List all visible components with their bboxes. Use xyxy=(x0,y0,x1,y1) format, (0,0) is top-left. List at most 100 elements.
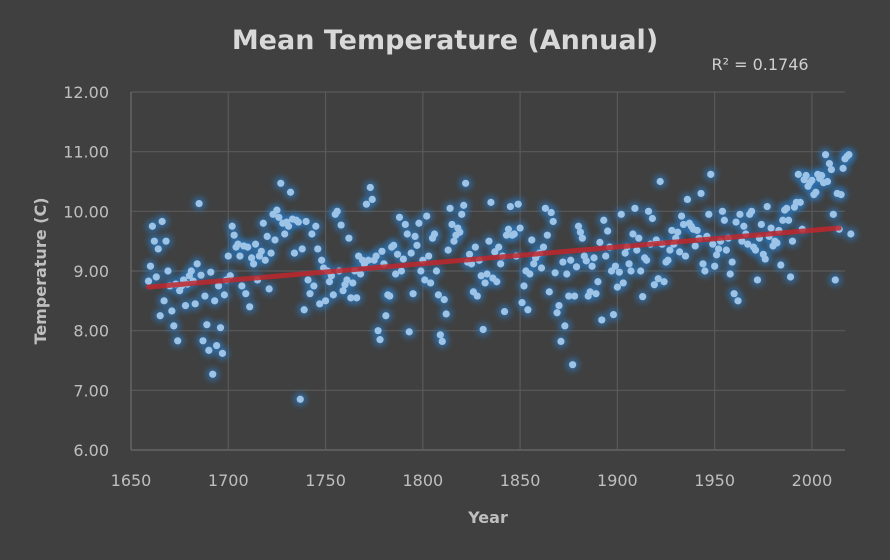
data-point xyxy=(825,160,834,168)
data-point xyxy=(399,255,407,263)
data-point xyxy=(290,249,299,257)
data-point xyxy=(537,264,546,272)
data-point xyxy=(621,249,629,257)
data-point xyxy=(296,395,304,403)
data-point xyxy=(187,267,195,275)
data-point xyxy=(263,232,271,240)
data-point xyxy=(561,322,569,330)
data-point xyxy=(565,292,573,300)
data-point xyxy=(325,278,334,286)
data-point xyxy=(551,269,559,277)
data-point xyxy=(220,291,228,299)
data-point xyxy=(510,230,518,238)
data-point xyxy=(432,267,441,275)
data-point xyxy=(497,260,505,268)
data-point xyxy=(415,219,423,227)
data-point xyxy=(442,310,450,318)
data-point xyxy=(318,256,326,264)
data-point xyxy=(430,230,439,238)
data-point xyxy=(403,230,411,238)
data-point xyxy=(514,200,522,208)
data-point xyxy=(473,292,481,300)
data-point xyxy=(427,279,435,287)
data-point xyxy=(366,183,374,192)
data-point xyxy=(627,267,635,275)
data-point xyxy=(211,297,219,305)
data-point xyxy=(390,241,398,249)
data-point xyxy=(329,291,337,299)
data-point xyxy=(794,170,802,178)
data-point xyxy=(847,230,855,238)
data-point xyxy=(391,270,400,278)
trendline xyxy=(146,225,842,290)
data-point xyxy=(267,249,275,257)
data-point xyxy=(691,242,699,250)
data-point xyxy=(281,230,289,238)
data-point xyxy=(382,312,390,320)
data-point xyxy=(425,252,433,260)
data-point xyxy=(284,222,293,230)
data-point xyxy=(409,290,417,298)
data-point xyxy=(158,217,166,226)
data-point xyxy=(761,255,769,263)
data-point xyxy=(578,234,586,242)
data-point xyxy=(629,230,637,238)
data-point xyxy=(364,256,372,264)
data-point xyxy=(495,243,503,251)
y-tick-label: 12.00 xyxy=(63,83,109,102)
data-point xyxy=(460,201,468,209)
data-point xyxy=(753,276,762,284)
data-point xyxy=(148,222,157,230)
data-point xyxy=(238,282,246,290)
data-point xyxy=(413,241,421,249)
data-point xyxy=(784,216,793,224)
data-point xyxy=(333,207,341,215)
data-point xyxy=(654,275,662,283)
data-point xyxy=(674,228,682,236)
data-point xyxy=(257,247,265,255)
data-point xyxy=(783,204,791,212)
data-point xyxy=(837,191,845,199)
data-point xyxy=(450,237,458,245)
x-tick-label: 1650 xyxy=(111,471,152,490)
data-point xyxy=(757,220,765,229)
data-point xyxy=(156,312,164,320)
data-point xyxy=(314,245,322,253)
data-point xyxy=(530,260,538,268)
data-point xyxy=(205,346,213,354)
data-point xyxy=(707,170,715,178)
data-point xyxy=(656,177,664,186)
data-point xyxy=(230,231,238,239)
data-point xyxy=(812,188,820,196)
data-point xyxy=(485,237,493,245)
data-point xyxy=(181,302,190,310)
data-point xyxy=(228,222,236,230)
data-point xyxy=(664,256,672,264)
y-tick-label: 8.00 xyxy=(73,322,109,341)
data-point xyxy=(310,282,318,290)
data-point xyxy=(648,214,656,223)
data-point xyxy=(343,276,351,284)
data-point xyxy=(376,336,384,344)
data-point xyxy=(549,217,557,226)
r-squared-label: R² = 0.1746 xyxy=(711,55,808,74)
data-point xyxy=(214,282,223,290)
data-point xyxy=(249,260,258,268)
data-point xyxy=(304,276,312,284)
data-point xyxy=(462,179,470,187)
data-point xyxy=(730,290,738,298)
x-tick-label: 1700 xyxy=(208,471,249,490)
data-point xyxy=(697,189,705,198)
data-point xyxy=(251,240,260,248)
data-point xyxy=(347,294,355,302)
data-point xyxy=(275,213,283,221)
data-point xyxy=(818,171,826,180)
data-point xyxy=(588,262,596,270)
data-point xyxy=(736,210,744,218)
data-point xyxy=(259,219,267,227)
data-point xyxy=(726,270,734,278)
data-point xyxy=(271,236,279,244)
data-point xyxy=(660,278,668,286)
y-tick-label: 7.00 xyxy=(73,381,109,400)
data-point xyxy=(788,237,797,245)
